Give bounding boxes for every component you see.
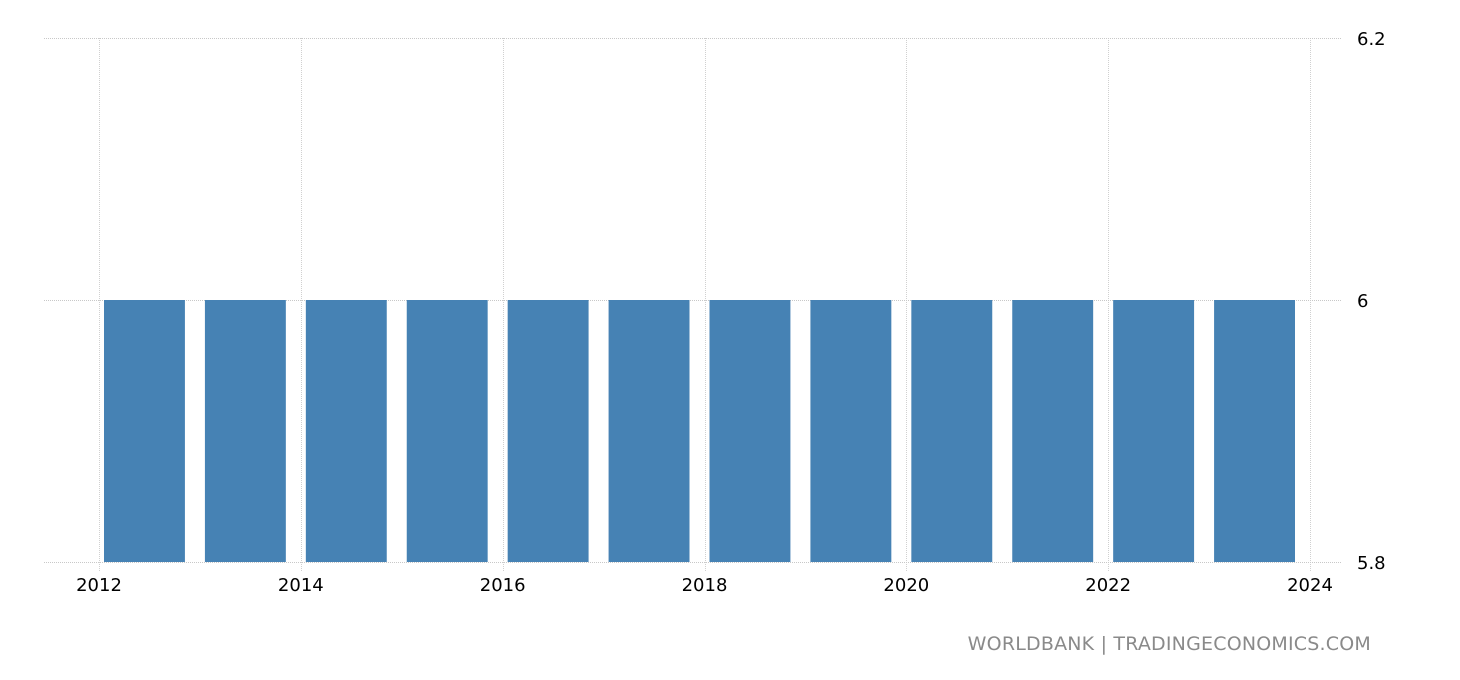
x-tick-label: 2024 [1287,575,1333,596]
x-tick-label: 2022 [1085,575,1131,596]
bar-2023 [1214,300,1295,562]
y-tick-label: 6.2 [1357,29,1386,50]
bar-2019 [810,300,892,562]
bar-2022 [1113,300,1195,562]
bar-2020 [911,300,993,562]
bar-2016 [507,300,589,562]
bar-2014 [305,300,387,562]
x-tick-label: 2014 [278,575,324,596]
bar-2015 [406,300,488,562]
x-tick-label: 2016 [480,575,526,596]
y-tick-label: 6 [1357,291,1368,312]
bar-2018 [709,300,791,562]
x-tick-label: 2018 [682,575,728,596]
x-tick-label: 2012 [76,575,122,596]
bar-2013 [204,300,286,562]
source-credit: WORLDBANK | TRADINGECONOMICS.COM [967,633,1371,655]
y-tick-label: 5.8 [1357,553,1386,574]
bar-2021 [1012,300,1094,562]
x-tick-label: 2020 [883,575,929,596]
bar-2017 [608,300,690,562]
bar-2012 [104,300,185,562]
